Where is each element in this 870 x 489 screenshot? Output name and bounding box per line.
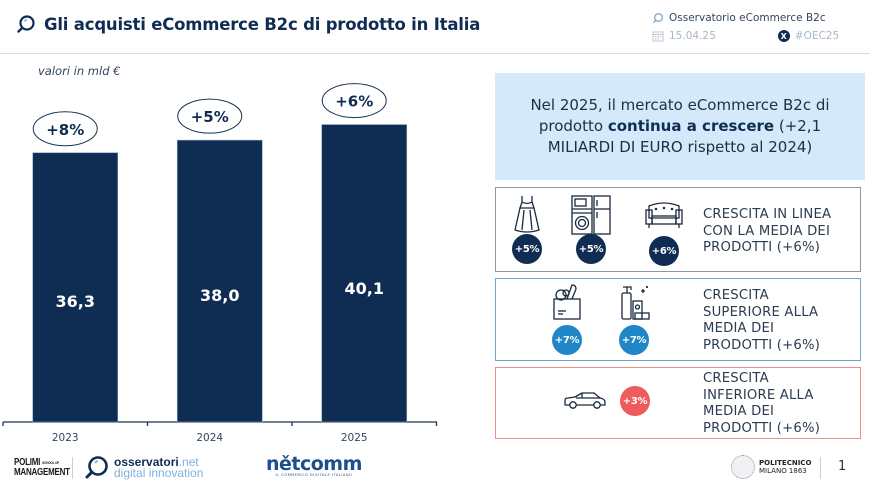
category-home-care: +7% — [611, 283, 657, 355]
summary-pre: Nel 2025, il mercato eCommerce B2c di pr… — [530, 96, 830, 135]
x-tick-label: 2025 — [341, 432, 368, 444]
car-icon — [564, 392, 606, 409]
polimi-line1: POLIMI — [14, 457, 41, 468]
group-below-average: +3% CRESCITA INFERIORE ALLA MEDIA DEI PR… — [495, 367, 861, 439]
category-clothing: +5% — [504, 194, 550, 264]
growth-badge: +3% — [620, 386, 650, 416]
group-description: CRESCITA INFERIORE ALLA MEDIA DEI PRODOT… — [703, 371, 821, 436]
dress-icon — [514, 196, 540, 233]
osservatori-logo: osservatori.net digital innovation — [84, 455, 203, 481]
footer-divider — [72, 457, 73, 479]
group-description: CRESCITA SUPERIORE ALLA MEDIA DEI PRODOT… — [703, 288, 821, 353]
group-description: CRESCITA IN LINEA CON LA MEDIA DEI PRODO… — [703, 207, 832, 255]
appliances-icon — [571, 195, 611, 235]
page-number: 1 — [838, 459, 847, 474]
title-wrap: Gli acquisti eCommerce B2c di prodotto i… — [16, 14, 480, 34]
footer-divider — [820, 457, 821, 479]
growth-badge: +7% — [552, 325, 582, 355]
osservatori-magnifier-icon — [85, 456, 108, 479]
category-grocery: +7% — [544, 283, 590, 355]
chart-unit-label: valori in mld € — [38, 64, 121, 78]
magnifier-logo-icon — [17, 15, 35, 33]
calendar-icon — [652, 31, 664, 42]
chart-svg: 36,3 +8% 2023 38,0 +5% 2024 40,1 +6% 2025 — [2, 83, 438, 444]
bar-chart: valori in mld € 36,3 +8% 2023 38,0 +5% 2024 40… — [0, 60, 440, 445]
polimi-school: SCHOOL OF — [42, 460, 59, 465]
osservatori-tld: .net — [178, 455, 199, 469]
summary-post: (+2,1 MILIARDI DI EURO rispetto al 2024) — [547, 117, 822, 156]
summary-box: Nel 2025, il mercato eCommerce B2c di pr… — [495, 73, 865, 180]
netcomm-name: nětcomm — [266, 453, 362, 475]
osservatori-subtitle: digital innovation — [114, 466, 204, 480]
cleaning-products-icon — [621, 286, 650, 320]
x-tick-label: 2024 — [196, 432, 223, 444]
bar-value-label: 40,1 — [345, 279, 384, 298]
politecnico-seal-icon — [731, 455, 755, 479]
observatory-name: Osservatorio eCommerce B2c — [669, 12, 826, 24]
slide-footer: POLIMI SCHOOL OF MANAGEMENT osservatori.… — [0, 447, 870, 489]
growth-badge: +5% — [512, 234, 542, 264]
page-title: Gli acquisti eCommerce B2c di prodotto i… — [44, 14, 481, 34]
bar-value-label: 36,3 — [56, 292, 95, 311]
category-appliances: +5% — [568, 194, 614, 264]
slide-date: 15.04.25 — [669, 30, 716, 42]
bar-value-label: 38,0 — [200, 286, 239, 305]
hashtag: #OEC25 — [794, 30, 840, 42]
header-meta: Osservatorio eCommerce B2c 15.04.25 X #O… — [652, 9, 862, 45]
growth-label: +6% — [335, 93, 373, 111]
growth-ellipse — [321, 83, 387, 119]
politecnico-logo: POLITECNICO MILANO 1863 — [731, 455, 811, 479]
group-in-line: +5% +5% +6% CRESCIT — [495, 187, 861, 272]
summary-text: Nel 2025, il mercato eCommerce B2c di pr… — [505, 95, 855, 158]
bar-2023 — [32, 152, 119, 423]
osservatori-name: osservatori — [114, 455, 179, 469]
x-tick-label: 2023 — [52, 432, 79, 444]
polimi-line2: MANAGEMENT — [14, 467, 70, 478]
politecnico-line2: MILANO 1863 — [759, 467, 807, 475]
growth-ellipse — [177, 98, 243, 134]
sofa-icon — [645, 202, 683, 228]
x-social-icon: X — [777, 30, 790, 42]
growth-badge: +7% — [619, 325, 649, 355]
bar-2025 — [321, 124, 408, 423]
bar-2024 — [176, 139, 263, 423]
polimi-logo: POLIMI SCHOOL OF MANAGEMENT — [14, 458, 70, 478]
slide-header: Gli acquisti eCommerce B2c di prodotto i… — [0, 0, 870, 54]
politecnico-line1: POLITECNICO — [759, 458, 812, 467]
category-furniture: +6% — [641, 196, 687, 266]
netcomm-subtitle: IL COMMERCIO DIGITALE ITALIANO — [275, 473, 353, 477]
growth-badge: +6% — [649, 236, 679, 266]
summary-bold: continua a crescere — [607, 117, 775, 135]
growth-ellipse — [32, 111, 98, 147]
observatory-icon — [653, 13, 663, 24]
growth-label: +5% — [191, 108, 229, 126]
group-above-average: +7% +7% CRESCITA SUPERIORE ALLA MEDIA DE… — [495, 278, 861, 361]
grocery-bag-icon — [553, 284, 581, 320]
growth-label: +8% — [46, 121, 84, 139]
growth-badge: +5% — [576, 234, 606, 264]
netcomm-logo: nětcomm IL COMMERCIO DIGITALE ITALIANO — [266, 453, 362, 478]
